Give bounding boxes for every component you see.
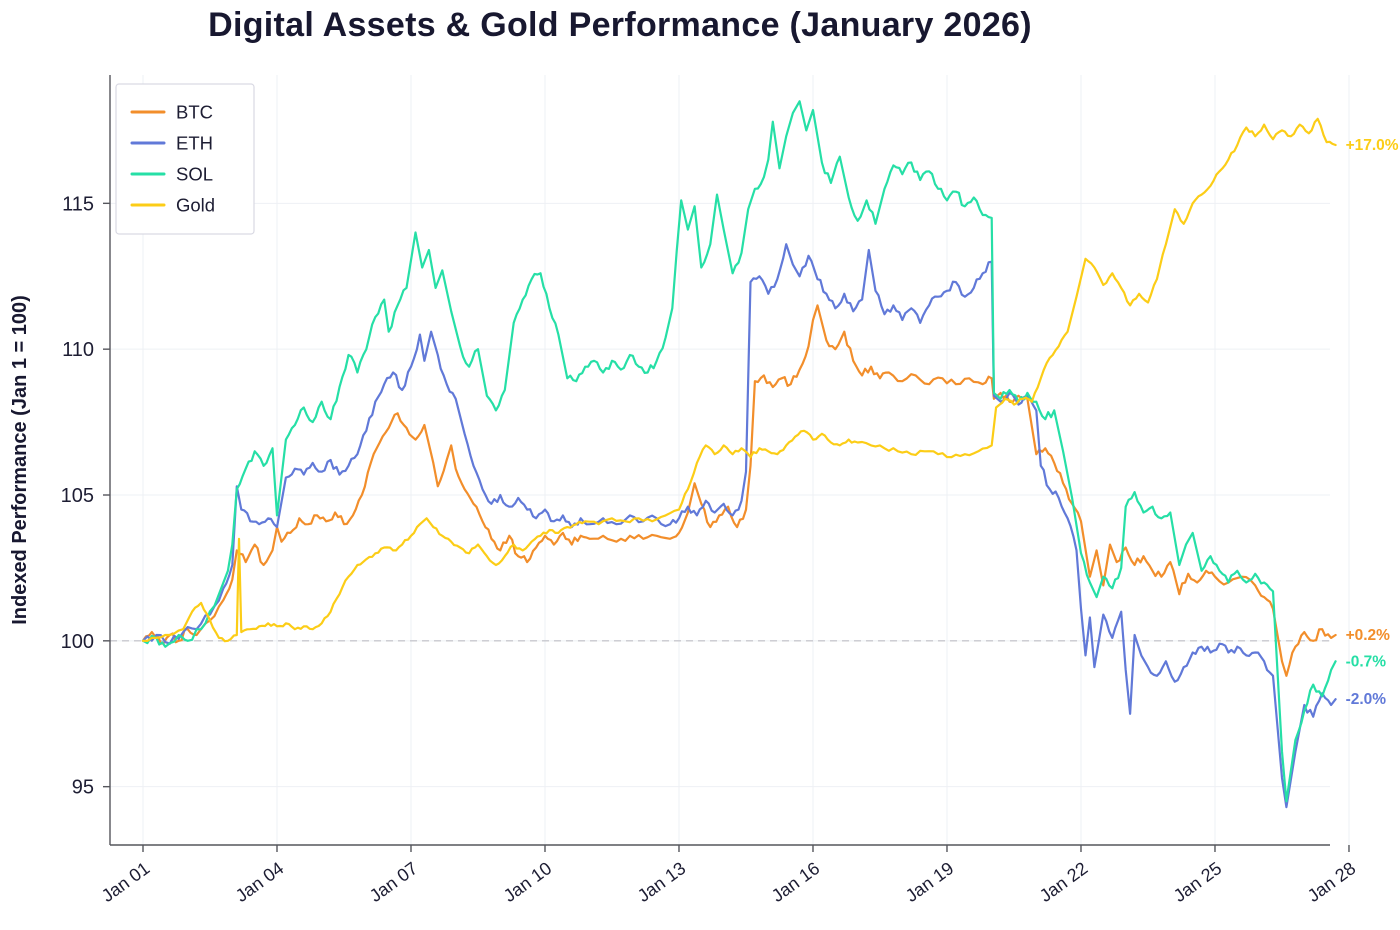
end-label-eth: -2.0% — [1346, 691, 1387, 708]
series-line-gold — [141, 117, 1337, 643]
x-tick-label: Jan 04 — [232, 858, 287, 906]
legend-label-btc: BTC — [176, 102, 213, 123]
series-line-btc — [141, 304, 1337, 677]
x-tick-label: Jan 10 — [500, 858, 555, 906]
x-tick-label: Jan 16 — [768, 858, 823, 906]
x-tick-label: Jan 07 — [366, 858, 421, 906]
series-line-eth — [141, 243, 1337, 809]
x-tick-label: Jan 19 — [902, 858, 957, 906]
x-tick-label: Jan 28 — [1304, 858, 1359, 906]
y-tick-label: 95 — [72, 777, 94, 799]
y-tick-label: 100 — [61, 631, 94, 653]
legend-label-eth: ETH — [176, 133, 213, 154]
y-tick-label: 105 — [61, 485, 94, 507]
legend-box — [115, 83, 255, 235]
chart-title: Digital Assets & Gold Performance (Janua… — [208, 6, 1032, 44]
y-tick-label: 110 — [62, 339, 94, 361]
end-label-sol: -0.7% — [1346, 653, 1387, 670]
legend-label-sol: SOL — [176, 164, 213, 185]
y-tick-label: 115 — [62, 193, 94, 215]
end-label-gold: +17.0% — [1346, 137, 1399, 154]
x-tick-label: Jan 01 — [98, 858, 153, 906]
x-tick-label: Jan 22 — [1036, 858, 1091, 906]
series-line-sol — [141, 100, 1337, 803]
x-tick-label: Jan 13 — [634, 858, 689, 906]
x-tick-label: Jan 25 — [1170, 858, 1225, 906]
legend-label-gold: Gold — [176, 195, 215, 216]
end-label-btc: +0.2% — [1346, 627, 1391, 644]
